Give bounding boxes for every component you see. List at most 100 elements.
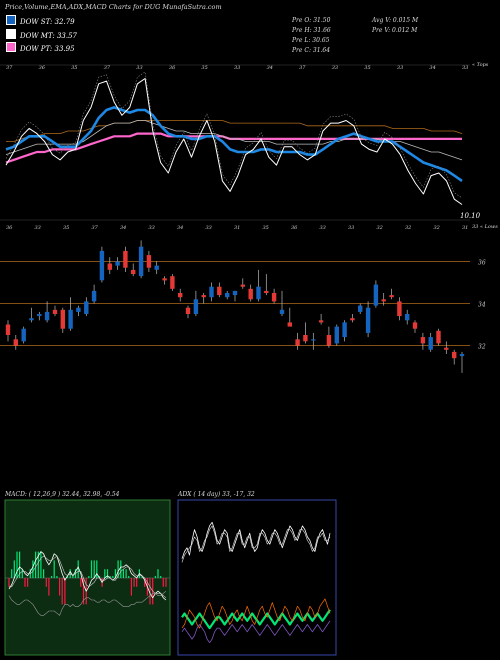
- ema-top-label: 33: [462, 65, 468, 71]
- last-value-label: 10.10: [460, 212, 481, 220]
- ema-low-label: 34: [177, 225, 183, 231]
- ema-top-label: 33: [397, 65, 403, 71]
- swatch-dow-mt: [6, 29, 16, 39]
- candle-body: [170, 276, 175, 289]
- candle-body: [146, 255, 152, 268]
- candle-body: [350, 318, 355, 321]
- macd-extra-line: [8, 590, 167, 616]
- ema-low-label: 32: [434, 225, 440, 231]
- candle-body: [154, 265, 159, 270]
- candle-body: [279, 309, 285, 314]
- candle-body: [381, 299, 386, 302]
- candle-body: [201, 295, 206, 298]
- ema-low-label: 33: [35, 225, 41, 231]
- candle-body: [193, 299, 199, 314]
- candle-body: [303, 335, 308, 342]
- candle-body: [412, 322, 418, 329]
- candle-body: [115, 261, 120, 266]
- macd-line: [8, 551, 167, 601]
- candle-body: [444, 347, 449, 350]
- stat-prev-low: Pre L: 30.65: [292, 37, 330, 44]
- ema-top-label: 34: [429, 65, 435, 71]
- candle-body: [60, 309, 65, 329]
- candle-body: [365, 307, 371, 333]
- ema-low-label: 36: [291, 225, 298, 231]
- ema-top-label: 37: [299, 65, 306, 71]
- swatch-dow-pt: [6, 42, 16, 52]
- candle-body: [185, 307, 191, 314]
- candle-body: [91, 290, 97, 302]
- candle-body: [373, 284, 379, 306]
- candle-body: [84, 301, 89, 314]
- ema-price-line: [5, 78, 463, 205]
- legend-dow-mt: DOW MT: 33.57: [6, 29, 77, 40]
- ema-slow-line: [6, 120, 463, 142]
- ema-top-label: 35: [364, 65, 370, 71]
- macd-header: MACD: ( 12,26,9 ) 32.44, 32.98, -0.54: [5, 491, 120, 498]
- price-tick-label: 34: [478, 302, 486, 309]
- ema-dotted-line: [5, 71, 463, 199]
- candle-body: [209, 286, 214, 298]
- candle-body: [21, 328, 26, 342]
- candle-body: [256, 286, 261, 300]
- candle-body: [295, 339, 300, 346]
- candle-body: [240, 284, 245, 287]
- ema-top-label: 36: [39, 65, 46, 71]
- candle-body: [271, 293, 277, 302]
- candle-body: [123, 250, 128, 268]
- ema-low-label: 33: [348, 225, 354, 231]
- legend-dow-st-label: DOW ST: 32.79: [20, 18, 75, 26]
- candle-body: [342, 322, 347, 338]
- candle-body: [68, 309, 73, 329]
- ema-top-label: 33: [136, 65, 142, 71]
- candle-body: [334, 326, 339, 344]
- ema-mid-line: [5, 120, 463, 161]
- candle-body: [248, 288, 253, 300]
- legend-dow-pt: DOW PT: 33.95: [6, 42, 75, 53]
- stat-prev-open: Pre O: 31.50: [292, 17, 331, 24]
- candle-body: [13, 339, 18, 346]
- candle-body: [131, 269, 136, 275]
- ema-low-label: 33: [320, 225, 326, 231]
- tops-label: « Tops: [472, 62, 489, 68]
- candle-body: [326, 335, 332, 346]
- ema-top-label: 33: [332, 65, 338, 71]
- candle-body: [52, 309, 58, 314]
- ema-low-label: 33: [149, 225, 155, 231]
- chart-title: Price,Volume,EMA,ADX,MACD Charts for DUG…: [5, 3, 222, 11]
- ema-top-label: 35: [71, 65, 77, 71]
- candle-body: [452, 351, 457, 359]
- candle-body: [162, 278, 167, 281]
- candle-body: [318, 320, 324, 323]
- macd-signal-line: [9, 555, 167, 599]
- legend-dow-mt-label: DOW MT: 33.57: [20, 32, 77, 40]
- candle-body: [44, 311, 50, 321]
- ema-low-label: 32: [377, 225, 383, 231]
- ema-top-label: 35: [201, 65, 207, 71]
- candle-body: [459, 354, 465, 357]
- candle-body: [264, 290, 269, 293]
- candle-body: [389, 295, 394, 298]
- ema-low-label: 37: [92, 225, 99, 231]
- ema-low-label: 36: [6, 225, 13, 231]
- candle-body: [405, 314, 410, 321]
- ema-top-label: 37: [104, 65, 111, 71]
- stat-prev-high: Pre H: 31.66: [292, 27, 331, 34]
- ema-short-line: [5, 106, 463, 182]
- ema-top-label: 37: [6, 65, 13, 71]
- ema-low-label: 35: [263, 225, 269, 231]
- price-tick-label: 36: [478, 259, 486, 266]
- ema-top-label: 33: [234, 65, 240, 71]
- candle-body: [107, 263, 112, 270]
- candle-body: [436, 330, 441, 344]
- candle-body: [217, 286, 222, 296]
- candle-body: [311, 339, 316, 341]
- stat-prev-volume: Pre V: 0.012 M: [372, 27, 418, 34]
- candle-body: [5, 324, 11, 335]
- candle-body: [76, 307, 81, 312]
- adx-panel: [177, 499, 337, 656]
- candle-body: [232, 290, 238, 296]
- ema-low-label: 31: [462, 225, 468, 231]
- lows-label: 33 « Lows: [472, 224, 498, 230]
- candle-body: [428, 337, 433, 350]
